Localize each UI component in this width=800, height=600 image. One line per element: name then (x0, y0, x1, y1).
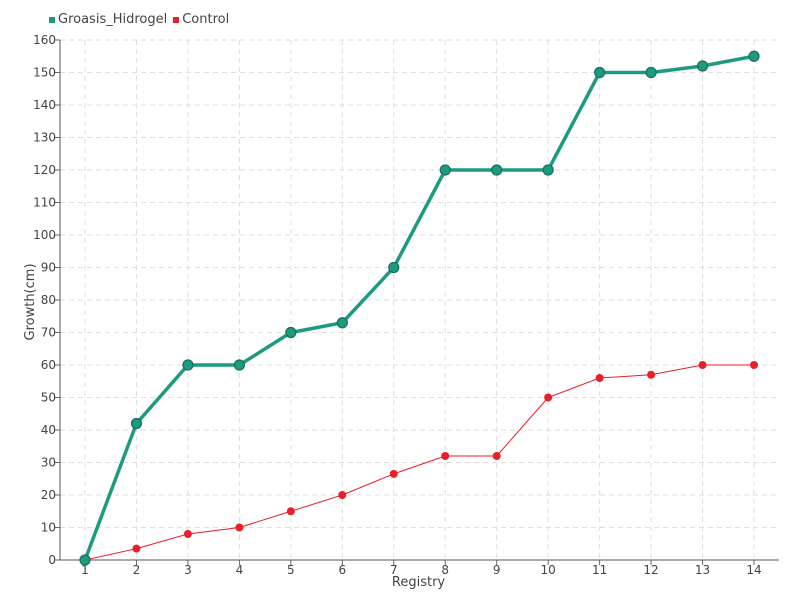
y-tick-label: 130 (33, 131, 56, 145)
y-tick-label: 150 (33, 66, 56, 80)
data-point-groasis-hidrogel[interactable] (748, 50, 760, 62)
y-tick-label: 20 (41, 488, 56, 502)
data-point-groasis-hidrogel[interactable] (696, 60, 709, 72)
data-point-control[interactable] (338, 491, 347, 499)
y-axis-title: Growth(cm) (23, 263, 38, 340)
x-tick-label: 13 (695, 563, 710, 577)
y-tick-label: 100 (33, 228, 56, 242)
y-tick-label: 120 (33, 163, 56, 177)
x-tick-label: 5 (287, 563, 295, 577)
series-line-control (84, 364, 754, 561)
x-tick-label: 1 (81, 563, 89, 577)
x-tick-label: 3 (184, 563, 192, 577)
data-point-groasis-hidrogel[interactable] (645, 66, 657, 79)
data-point-groasis-hidrogel[interactable] (79, 554, 91, 566)
x-tick-label: 12 (643, 563, 658, 577)
x-tick-label: 4 (236, 563, 244, 577)
legend-item-groasis-hidrogel[interactable]: Groasis_Hidrogel (49, 12, 167, 27)
y-tick-label: 80 (41, 293, 56, 307)
y-tick-label: 50 (41, 391, 56, 405)
y-tick-label: 110 (33, 196, 56, 210)
legend-swatch-groasis-hidrogel (49, 16, 55, 23)
data-point-control[interactable] (595, 374, 604, 382)
data-point-control[interactable] (183, 530, 192, 538)
data-point-control[interactable] (235, 523, 244, 532)
y-tick-label: 90 (41, 261, 56, 275)
data-point-control[interactable] (698, 361, 707, 369)
y-tick-label: 140 (33, 98, 56, 112)
data-point-groasis-hidrogel[interactable] (233, 359, 245, 371)
legend-swatch-control (173, 16, 180, 23)
y-tick-label: 60 (41, 358, 56, 372)
data-point-control[interactable] (389, 469, 398, 478)
x-tick-label: 14 (746, 563, 761, 577)
x-tick-label: 2 (133, 563, 141, 577)
x-tick-label: 10 (541, 563, 556, 577)
data-point-groasis-hidrogel[interactable] (336, 317, 348, 329)
legend: Groasis_Hidrogel Control (49, 12, 235, 27)
x-tick-label: 6 (338, 563, 346, 577)
x-tick-label: 9 (493, 563, 501, 577)
data-point-groasis-hidrogel[interactable] (130, 417, 143, 430)
data-point-control[interactable] (441, 452, 450, 460)
data-point-control[interactable] (286, 507, 295, 516)
x-tick-label: 8 (441, 563, 449, 577)
y-tick-label: 70 (41, 326, 56, 340)
y-tick-label: 160 (33, 33, 56, 47)
y-tick-label: 10 (41, 521, 56, 535)
series-line-groasis-hidrogel (83, 54, 755, 561)
data-point-control[interactable] (647, 370, 656, 379)
x-tick-label: 11 (592, 563, 607, 577)
x-tick-label: 7 (390, 563, 398, 577)
data-point-control[interactable] (544, 393, 553, 402)
data-point-groasis-hidrogel[interactable] (439, 164, 451, 176)
data-point-control[interactable] (492, 452, 501, 460)
legend-item-control[interactable]: Control (173, 12, 229, 27)
data-point-groasis-hidrogel[interactable] (594, 66, 606, 79)
data-point-control[interactable] (132, 544, 141, 553)
legend-label-control: Control (182, 12, 230, 27)
data-point-groasis-hidrogel[interactable] (388, 261, 400, 274)
y-tick-label: 40 (41, 423, 56, 437)
data-point-control[interactable] (750, 361, 758, 369)
data-point-groasis-hidrogel[interactable] (491, 164, 503, 176)
y-tick-label: 30 (41, 456, 56, 470)
legend-label-groasis-hidrogel: Groasis_Hidrogel (58, 12, 168, 27)
data-point-groasis-hidrogel[interactable] (285, 326, 297, 339)
x-axis-title: Registry (392, 575, 446, 590)
data-point-groasis-hidrogel[interactable] (182, 359, 194, 371)
y-tick-label: 0 (48, 553, 56, 567)
data-point-groasis-hidrogel[interactable] (542, 164, 554, 176)
